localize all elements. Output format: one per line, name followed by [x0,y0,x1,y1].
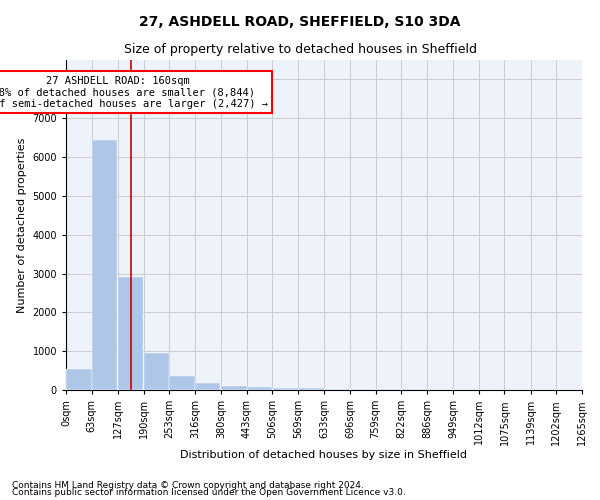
Bar [376,389,401,390]
Text: Contains HM Land Registry data © Crown copyright and database right 2024.: Contains HM Land Registry data © Crown c… [12,480,364,490]
Bar [221,386,247,390]
Bar [247,388,272,390]
Bar [92,140,117,390]
Bar [169,376,195,390]
Bar [143,352,169,390]
Text: Contains public sector information licensed under the Open Government Licence v3: Contains public sector information licen… [12,488,406,497]
Bar [66,368,92,390]
X-axis label: Distribution of detached houses by size in Sheffield: Distribution of detached houses by size … [181,450,467,460]
Bar [350,389,376,390]
Text: Size of property relative to detached houses in Sheffield: Size of property relative to detached ho… [124,42,476,56]
Bar [118,276,143,390]
Text: 27 ASHDELL ROAD: 160sqm
← 78% of detached houses are smaller (8,844)
21% of semi: 27 ASHDELL ROAD: 160sqm ← 78% of detache… [0,76,268,108]
Bar [298,388,323,390]
Bar [272,388,298,390]
Bar [325,389,350,390]
Bar [195,382,220,390]
Text: 27, ASHDELL ROAD, SHEFFIELD, S10 3DA: 27, ASHDELL ROAD, SHEFFIELD, S10 3DA [139,15,461,29]
Y-axis label: Number of detached properties: Number of detached properties [17,138,27,312]
